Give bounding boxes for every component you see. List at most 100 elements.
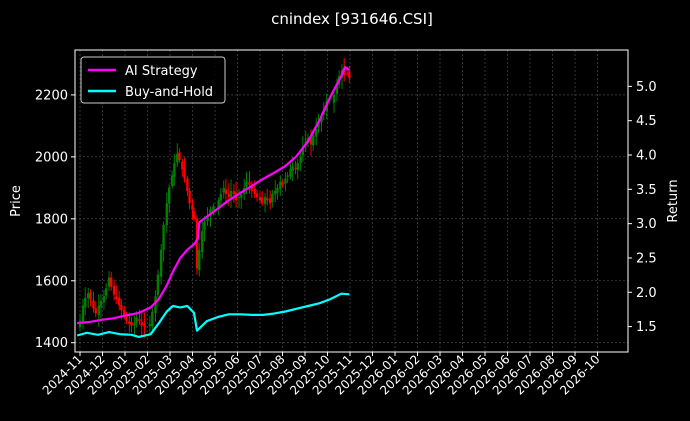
candle-body	[115, 296, 118, 300]
candle-body	[97, 305, 100, 316]
candle-body	[315, 128, 318, 137]
y-axis-right-ticks: 1.5 2.0 2.5 3.0 3.5 4.0 4.5 5.0	[628, 80, 657, 335]
candle-body	[128, 321, 131, 325]
y-right-tick-label: 4.5	[636, 114, 657, 129]
candle-body	[110, 277, 113, 287]
candle-body	[170, 175, 174, 187]
candle-body	[286, 175, 289, 177]
candle-body	[156, 274, 160, 296]
y-left-tick-label: 2200	[35, 88, 68, 103]
y-axis-left-label: Price	[9, 185, 24, 217]
candle-body	[276, 187, 279, 193]
candle-body	[296, 163, 299, 170]
candle-body	[195, 218, 199, 269]
candle-body	[162, 225, 165, 251]
y-axis-left-ticks: 1400 1600 1800 2000 2200	[35, 88, 75, 351]
candle-body	[120, 305, 123, 311]
y-right-tick-label: 4.0	[636, 149, 657, 164]
series-line-ai-strategy	[76, 66, 350, 325]
candle-body	[102, 296, 106, 303]
candle-body	[143, 323, 146, 328]
candle-body	[138, 319, 141, 322]
candle-body	[188, 190, 191, 204]
candle-body	[94, 308, 97, 314]
y-right-tick-label: 3.0	[636, 217, 657, 232]
candle-body	[263, 197, 267, 204]
candle-body	[217, 200, 220, 208]
candle-body	[140, 322, 143, 326]
candle-body	[165, 203, 168, 226]
series-lines	[76, 66, 350, 338]
candle-body	[151, 311, 154, 327]
candle-body	[229, 190, 233, 198]
candle-body	[117, 297, 121, 306]
y-left-tick-label: 1400	[35, 336, 68, 351]
candle-body	[245, 181, 248, 187]
candle-body	[240, 194, 243, 198]
candle-body	[99, 300, 103, 308]
candle-body	[332, 94, 336, 103]
candle-body	[274, 190, 277, 195]
candle-body	[301, 147, 305, 156]
candle-body	[291, 166, 294, 171]
candle-body	[248, 181, 251, 185]
y-left-tick-label: 1800	[35, 212, 68, 227]
candle-body	[266, 198, 269, 201]
candle-body	[309, 137, 313, 145]
legend: AI Strategy Buy-and-Hold	[80, 56, 226, 104]
candle-body	[92, 300, 95, 309]
y-right-tick-label: 5.0	[636, 80, 657, 95]
candle-body	[232, 191, 236, 195]
candle-body	[112, 285, 116, 295]
candle-body	[135, 317, 138, 323]
candle-body	[253, 188, 256, 195]
candle-body	[81, 305, 85, 323]
candle-body	[224, 189, 228, 195]
candle-body	[167, 187, 171, 204]
candle-body	[219, 194, 223, 201]
candle-body	[178, 152, 181, 160]
candle-body	[294, 168, 297, 170]
candle-body	[284, 178, 287, 184]
candle-body	[125, 315, 128, 322]
candle-body	[203, 221, 206, 231]
candle-body	[212, 206, 215, 212]
series-line-buy-and-hold	[76, 292, 350, 338]
y-left-tick-label: 1600	[35, 274, 68, 289]
candle-body	[89, 292, 92, 300]
candle-body	[299, 156, 302, 164]
plot-frame	[74, 49, 629, 353]
candle-body	[201, 231, 204, 252]
candle-body	[281, 182, 284, 185]
y-right-tick-label: 3.5	[636, 183, 657, 198]
candle-body	[173, 163, 176, 177]
candle-body	[250, 186, 253, 191]
candle-body	[222, 187, 225, 193]
candle-body	[258, 197, 262, 201]
candle-body	[342, 69, 346, 75]
candle-body	[176, 153, 179, 163]
y-left-tick-label: 2000	[35, 150, 68, 165]
candle-body	[181, 161, 184, 170]
legend-box	[80, 56, 226, 104]
candle-body	[192, 211, 196, 219]
candle-body	[198, 249, 201, 271]
y-right-tick-label: 2.0	[636, 286, 657, 301]
candle-body	[335, 85, 339, 94]
y-right-tick-label: 2.5	[636, 251, 657, 266]
candle-body	[191, 204, 194, 210]
candle-body	[312, 135, 315, 146]
candle-body	[289, 169, 292, 177]
candle-body	[279, 181, 282, 189]
candle-body	[104, 288, 108, 296]
candle-body	[317, 122, 320, 128]
candle-body	[345, 73, 349, 75]
candle-body	[183, 167, 186, 179]
candle-body	[227, 194, 230, 198]
y-axis-right-label: Return	[666, 179, 681, 222]
chart-title: cnindex [931646.CSI]	[271, 10, 433, 28]
candle-body	[271, 194, 274, 202]
candle-body	[123, 309, 126, 315]
candle-body	[237, 197, 241, 199]
